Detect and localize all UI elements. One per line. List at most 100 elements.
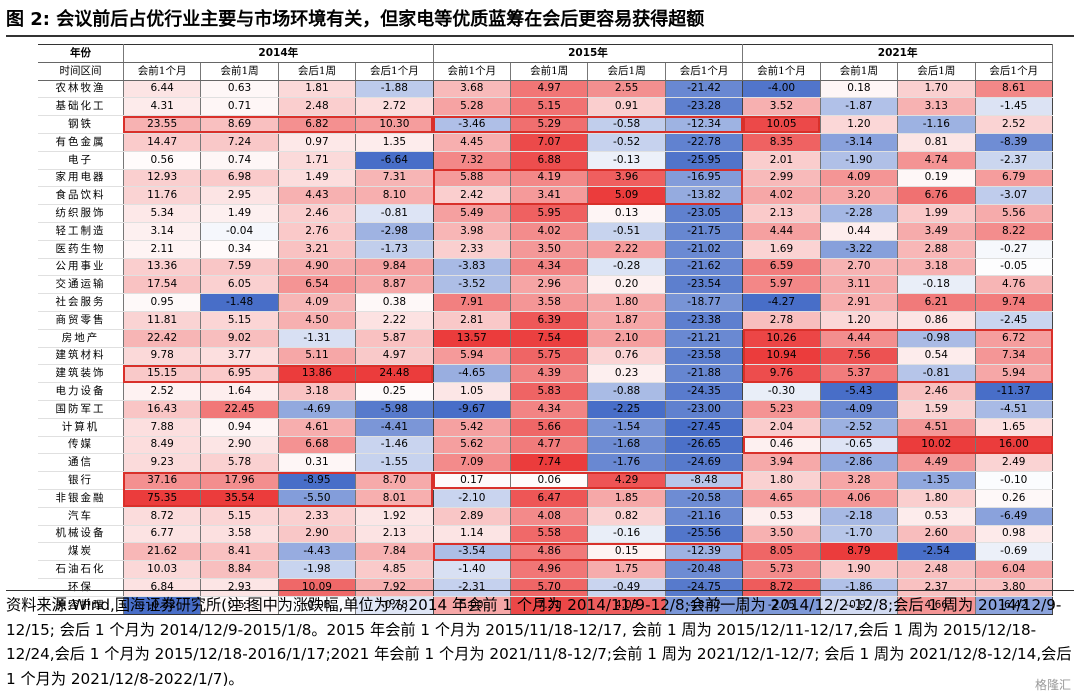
value-cell: 6.98: [200, 169, 279, 188]
value-cell: 2.93: [200, 578, 279, 597]
industry-name: 轻工制造: [38, 222, 124, 241]
value-cell: 5.62: [433, 436, 512, 455]
value-cell: -8.48: [665, 471, 744, 490]
value-cell: 3.68: [433, 80, 512, 99]
table-row: 医药生物 2.11 0.34 3.21 -1.73 2.33 3.50 2.22 -21.02 1…: [38, 240, 1053, 259]
value-cell: 7.74: [510, 453, 589, 473]
value-cell: 3.94: [742, 453, 821, 473]
value-cell: 9.23: [123, 453, 202, 473]
value-cell: 5.15: [200, 507, 279, 526]
value-cell: -0.65: [820, 436, 899, 455]
value-cell: 2.90: [278, 525, 357, 544]
value-cell: 6.88: [510, 151, 589, 170]
value-cell: 4.39: [510, 364, 589, 384]
value-cell: -5.50: [278, 489, 357, 508]
value-cell: 4.90: [278, 258, 357, 277]
value-cell: -0.04: [200, 222, 279, 241]
value-cell: 0.17: [433, 471, 512, 490]
value-cell: 3.52: [742, 97, 821, 117]
value-cell: 4.66: [897, 596, 976, 615]
value-cell: 5.94: [975, 364, 1053, 384]
value-cell: -8.95: [278, 471, 357, 490]
value-cell: 37.16: [123, 471, 202, 490]
table-row: 美容护理 -0.32 0.53 -0.08 -0.78 5.00 7.21 4.03 -18.4…: [38, 596, 1053, 615]
industry-name: 食品饮料: [38, 186, 124, 206]
table-row: 传媒 8.49 2.90 6.68 -1.46 5.62 4.77 -1.68 -26.65 0.…: [38, 436, 1053, 455]
source-note: 资料来源:Wind,国海证券研究所(注:图中为涨跌幅,单位为%;2014 年会前…: [6, 590, 1074, 699]
value-cell: 4.86: [510, 542, 589, 562]
value-cell: 4.03: [587, 596, 666, 615]
returns-table: 年份 2014年 2015年 2021年 时间区间 会前1个月 会前1周 会后1周会…: [38, 44, 1053, 615]
value-cell: -23.28: [665, 97, 744, 117]
value-cell: 2.60: [897, 525, 976, 544]
value-cell: 6.84: [123, 578, 202, 597]
value-cell: 1.71: [278, 151, 357, 170]
value-cell: 5.58: [510, 525, 589, 544]
value-cell: 2.33: [278, 507, 357, 526]
period-label-cell: 时间区间: [38, 62, 124, 81]
period-header: 会后1个月: [665, 62, 744, 81]
value-cell: 0.13: [587, 204, 666, 223]
value-cell: 2.90: [200, 436, 279, 455]
value-cell: 7.88: [123, 418, 202, 437]
industry-name: 建筑材料: [38, 347, 124, 366]
value-cell: 3.50: [742, 525, 821, 544]
value-cell: -0.51: [587, 222, 666, 241]
value-cell: 4.09: [820, 169, 899, 188]
value-cell: -5.98: [355, 400, 434, 419]
period-header: 会后1周: [587, 62, 666, 81]
value-cell: 2.48: [278, 97, 357, 117]
value-cell: -0.81: [897, 364, 976, 384]
value-cell: -23.05: [665, 204, 744, 223]
value-cell: 6.04: [975, 560, 1053, 579]
value-cell: -2.18: [820, 507, 899, 526]
value-cell: -4.00: [742, 80, 821, 99]
value-cell: -0.69: [975, 542, 1053, 562]
value-cell: 1.92: [355, 507, 434, 526]
value-cell: 12.93: [123, 169, 202, 188]
table-row: 纺织服饰 5.34 1.49 2.46 -0.81 5.49 5.95 0.13 -23.05 2…: [38, 204, 1053, 223]
value-cell: -23.00: [665, 400, 744, 419]
value-cell: 7.07: [510, 133, 589, 152]
value-cell: 2.49: [975, 453, 1053, 473]
corner-cell: 年份: [38, 44, 124, 63]
value-cell: 0.15: [587, 542, 666, 562]
value-cell: -0.08: [278, 596, 357, 615]
value-cell: 5.95: [510, 204, 589, 223]
value-cell: 17.96: [200, 471, 279, 490]
value-cell: 22.42: [123, 329, 202, 348]
value-cell: 2.89: [433, 507, 512, 526]
industry-name: 房地产: [38, 329, 124, 348]
value-cell: -0.78: [355, 596, 434, 615]
value-cell: 4.02: [510, 222, 589, 241]
value-cell: 23.55: [123, 115, 202, 134]
value-cell: 2.46: [278, 204, 357, 223]
value-cell: 0.38: [355, 293, 434, 312]
value-cell: 6.05: [200, 275, 279, 295]
value-cell: 0.91: [587, 97, 666, 117]
value-cell: 2.52: [975, 115, 1053, 134]
value-cell: 4.45: [433, 133, 512, 152]
value-cell: 0.44: [820, 222, 899, 241]
period-header: 会前1个月: [433, 62, 512, 81]
value-cell: 7.34: [975, 347, 1053, 366]
value-cell: -1.45: [975, 97, 1053, 117]
value-cell: -4.65: [433, 364, 512, 384]
value-cell: 1.81: [278, 80, 357, 99]
period-header: 会前1个月: [123, 62, 202, 81]
value-cell: -0.98: [897, 329, 976, 348]
value-cell: 0.23: [587, 364, 666, 384]
value-cell: 7.56: [820, 347, 899, 366]
period-header: 会后1周: [897, 62, 976, 81]
value-cell: 8.72: [742, 578, 821, 597]
value-cell: -20.48: [665, 560, 744, 579]
value-cell: 3.96: [587, 169, 666, 188]
value-cell: 11.81: [123, 311, 202, 330]
value-cell: 2.22: [355, 311, 434, 330]
value-cell: 4.02: [742, 186, 821, 206]
industry-name: 社会服务: [38, 293, 124, 312]
value-cell: 2.95: [200, 186, 279, 206]
value-cell: 5.34: [123, 204, 202, 223]
value-cell: 5.15: [200, 311, 279, 330]
value-cell: 6.76: [897, 186, 976, 206]
